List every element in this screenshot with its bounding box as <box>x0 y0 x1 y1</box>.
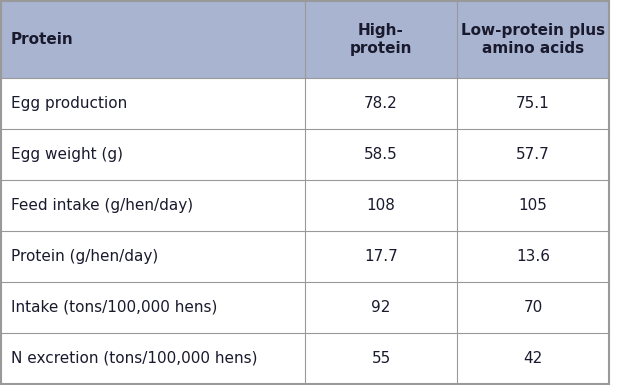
Text: 105: 105 <box>519 198 547 213</box>
Bar <box>305 78 457 129</box>
Bar <box>1 129 305 180</box>
Text: 75.1: 75.1 <box>516 96 550 111</box>
Text: Low-protein plus
amino acids: Low-protein plus amino acids <box>461 23 605 56</box>
Text: Protein (g/hen/day): Protein (g/hen/day) <box>11 249 158 264</box>
Text: 70: 70 <box>523 300 542 315</box>
Text: 42: 42 <box>523 351 542 366</box>
Bar <box>457 180 609 231</box>
Bar <box>1 231 305 282</box>
Bar <box>305 180 457 231</box>
Text: Egg weight (g): Egg weight (g) <box>11 147 123 162</box>
Bar <box>305 231 457 282</box>
Bar <box>305 129 457 180</box>
Bar <box>305 282 457 333</box>
Text: Egg production: Egg production <box>11 96 127 111</box>
Text: 108: 108 <box>366 198 396 213</box>
Bar <box>457 231 609 282</box>
Text: N excretion (tons/100,000 hens): N excretion (tons/100,000 hens) <box>11 351 257 366</box>
Text: Feed intake (g/hen/day): Feed intake (g/hen/day) <box>11 198 193 213</box>
Bar <box>457 2 609 78</box>
Text: High-
protein: High- protein <box>350 23 412 56</box>
Bar <box>457 78 609 129</box>
Bar <box>1 78 305 129</box>
Text: Intake (tons/100,000 hens): Intake (tons/100,000 hens) <box>11 300 217 315</box>
Text: 57.7: 57.7 <box>516 147 550 162</box>
Bar <box>457 333 609 383</box>
Bar <box>1 180 305 231</box>
Text: 58.5: 58.5 <box>364 147 398 162</box>
Bar <box>457 129 609 180</box>
Bar <box>457 282 609 333</box>
Bar <box>1 2 305 78</box>
Text: 13.6: 13.6 <box>516 249 550 264</box>
Text: 55: 55 <box>371 351 391 366</box>
Text: Protein: Protein <box>11 32 73 47</box>
Text: 17.7: 17.7 <box>364 249 398 264</box>
Text: 78.2: 78.2 <box>364 96 398 111</box>
Bar <box>305 333 457 383</box>
Bar <box>1 282 305 333</box>
Text: 92: 92 <box>371 300 391 315</box>
Bar <box>305 2 457 78</box>
Bar <box>1 333 305 383</box>
